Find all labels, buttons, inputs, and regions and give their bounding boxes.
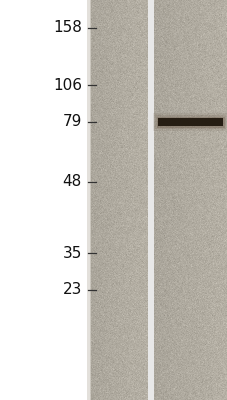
Bar <box>153 113 227 131</box>
Bar <box>156 116 224 128</box>
Bar <box>87 0 91 400</box>
Bar <box>147 0 153 400</box>
Bar <box>158 118 222 126</box>
Bar <box>155 115 225 129</box>
Text: 79: 79 <box>62 114 82 130</box>
Text: 158: 158 <box>53 20 82 36</box>
Text: 35: 35 <box>62 246 82 260</box>
Text: 23: 23 <box>62 282 82 298</box>
Text: 48: 48 <box>62 174 82 190</box>
Text: 106: 106 <box>53 78 82 92</box>
